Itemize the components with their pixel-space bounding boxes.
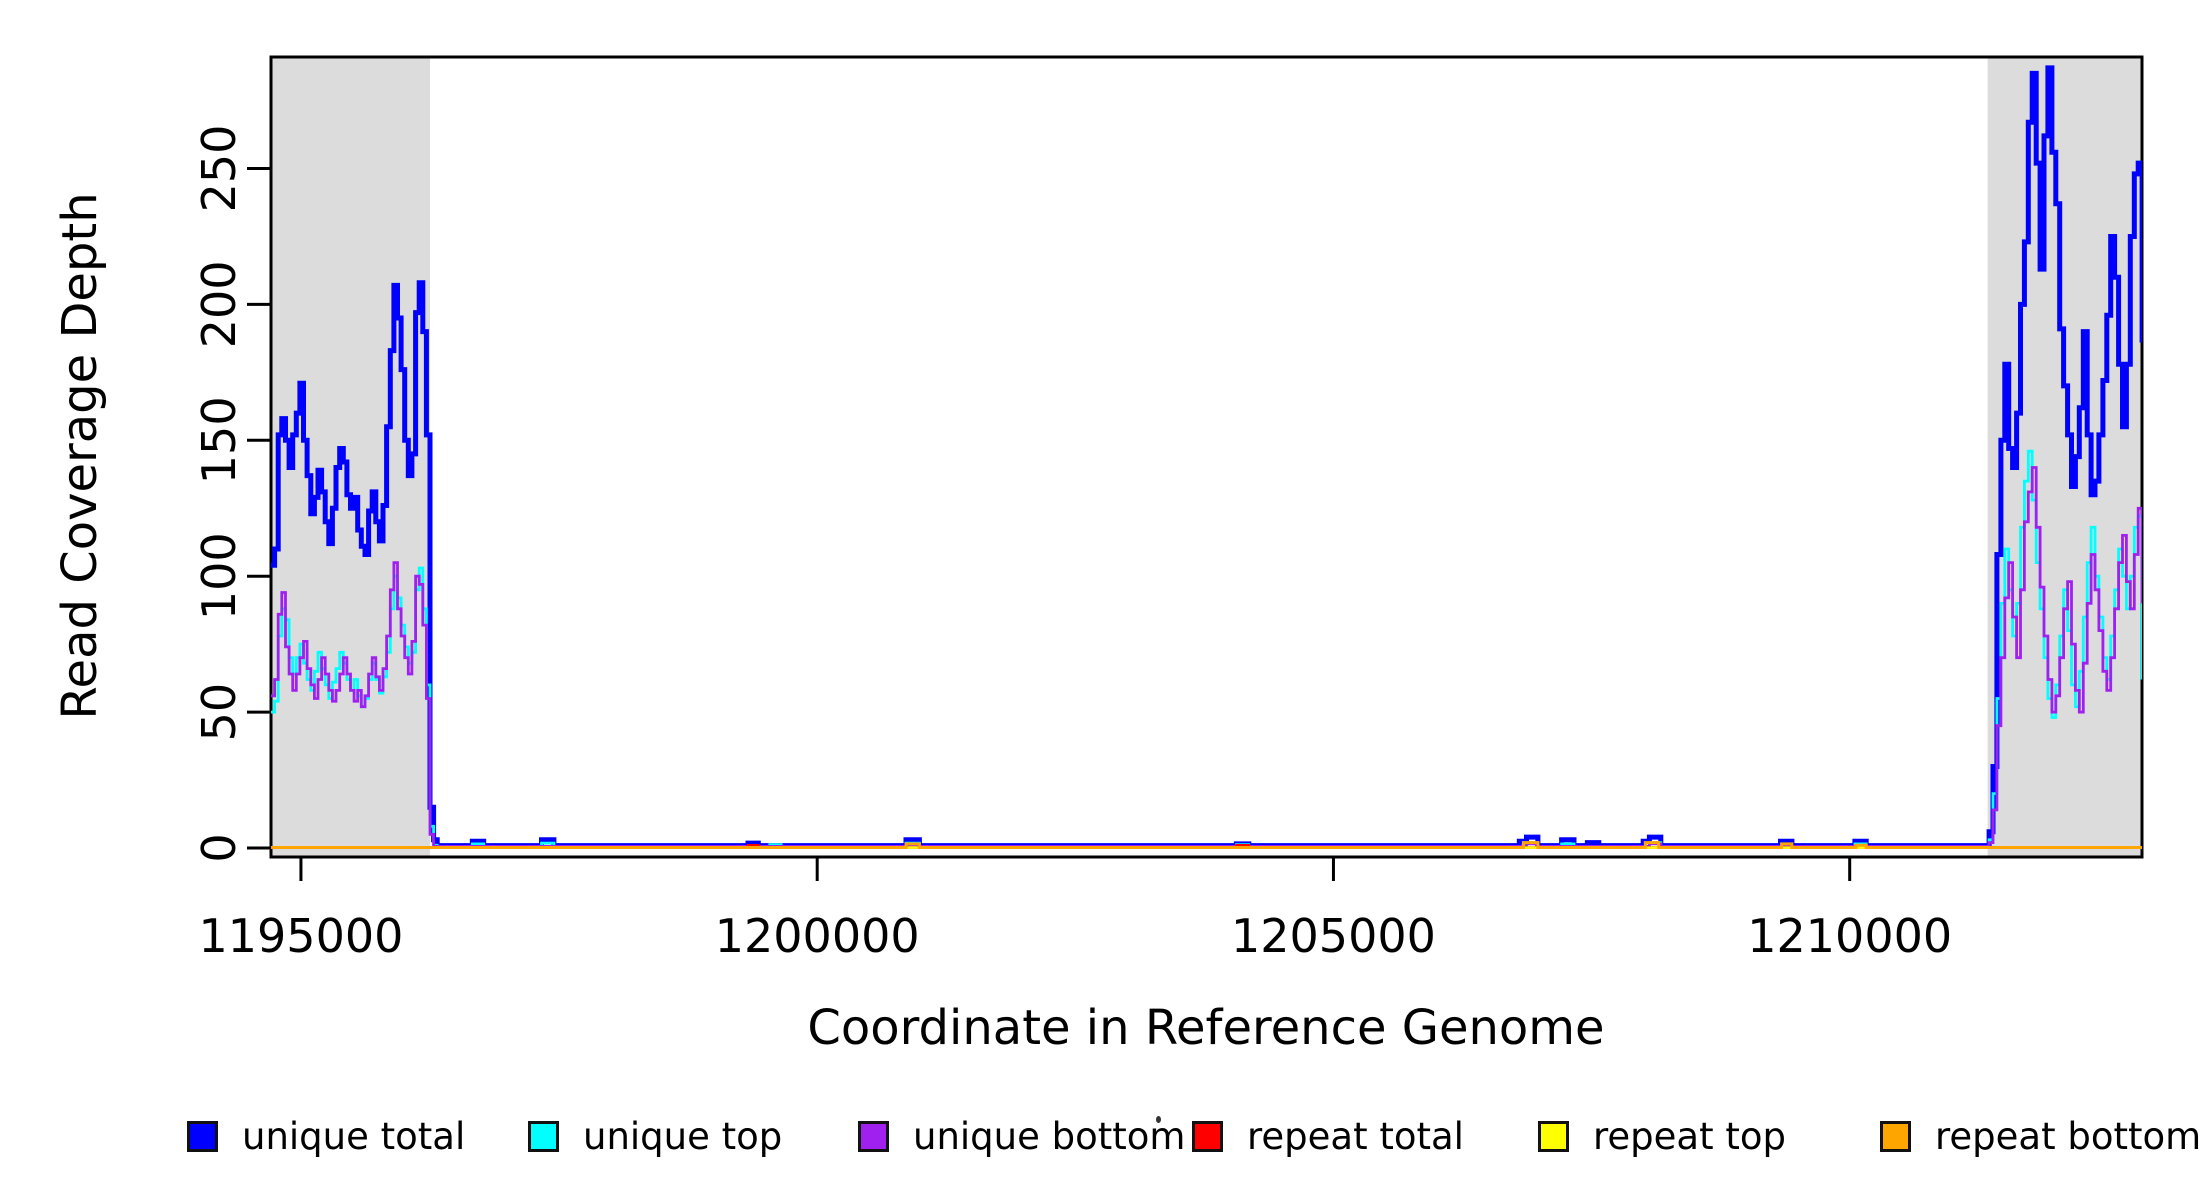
legend-swatch-unique-top [528, 1120, 559, 1152]
y-tick-label: 200 [192, 260, 246, 348]
legend-swatch-unique-bottom [858, 1120, 889, 1152]
legend-label: unique total [242, 1114, 466, 1158]
legend-swatch-repeat-top [1538, 1120, 1569, 1152]
x-tick-label: 1205000 [1231, 909, 1436, 963]
y-tick-label: 150 [192, 396, 246, 484]
series-unique-top [271, 449, 2142, 848]
legend: unique total unique top unique bottom repea… [0, 1115, 2200, 1158]
legend-item-repeat-top: repeat top [1538, 1115, 1786, 1158]
legend-item-unique-bottom: unique bottom [858, 1115, 1185, 1158]
legend-item-repeat-total: repeat total [1192, 1115, 1464, 1158]
legend-label: repeat total [1247, 1114, 1464, 1158]
y-tick-label: 250 [192, 125, 246, 213]
y-tick-label: 100 [192, 532, 246, 620]
legend-label: unique bottom [913, 1114, 1186, 1158]
series-unique-bottom [271, 466, 2142, 848]
legend-label: repeat bottom [1935, 1114, 2200, 1158]
x-axis-title: Coordinate in Reference Genome [807, 1000, 1605, 1056]
plot-box [269, 55, 2144, 859]
legend-item-unique-total: unique total [187, 1115, 465, 1158]
legend-item-repeat-bottom: repeat bottom [1880, 1115, 2200, 1158]
y-axis-title: Read Coverage Depth [52, 192, 108, 720]
series-repeat-bottom [271, 841, 2142, 849]
y-tick-label: 50 [192, 683, 246, 742]
x-tick-label: 1200000 [715, 909, 920, 963]
legend-swatch-unique-total [187, 1120, 218, 1152]
legend-swatch-repeat-total [1192, 1120, 1223, 1152]
legend-artifact-dot [1156, 1116, 1161, 1123]
shaded-region-1 [271, 57, 431, 857]
legend-label: repeat top [1593, 1114, 1786, 1158]
series-unique-total [271, 65, 2142, 849]
x-tick-label: 1195000 [199, 909, 404, 963]
legend-swatch-repeat-bottom [1880, 1120, 1911, 1152]
x-tick-label: 1210000 [1747, 909, 1952, 963]
y-tick-label: 0 [192, 833, 246, 862]
legend-item-unique-top: unique top [528, 1115, 782, 1158]
legend-label: unique top [583, 1114, 783, 1158]
